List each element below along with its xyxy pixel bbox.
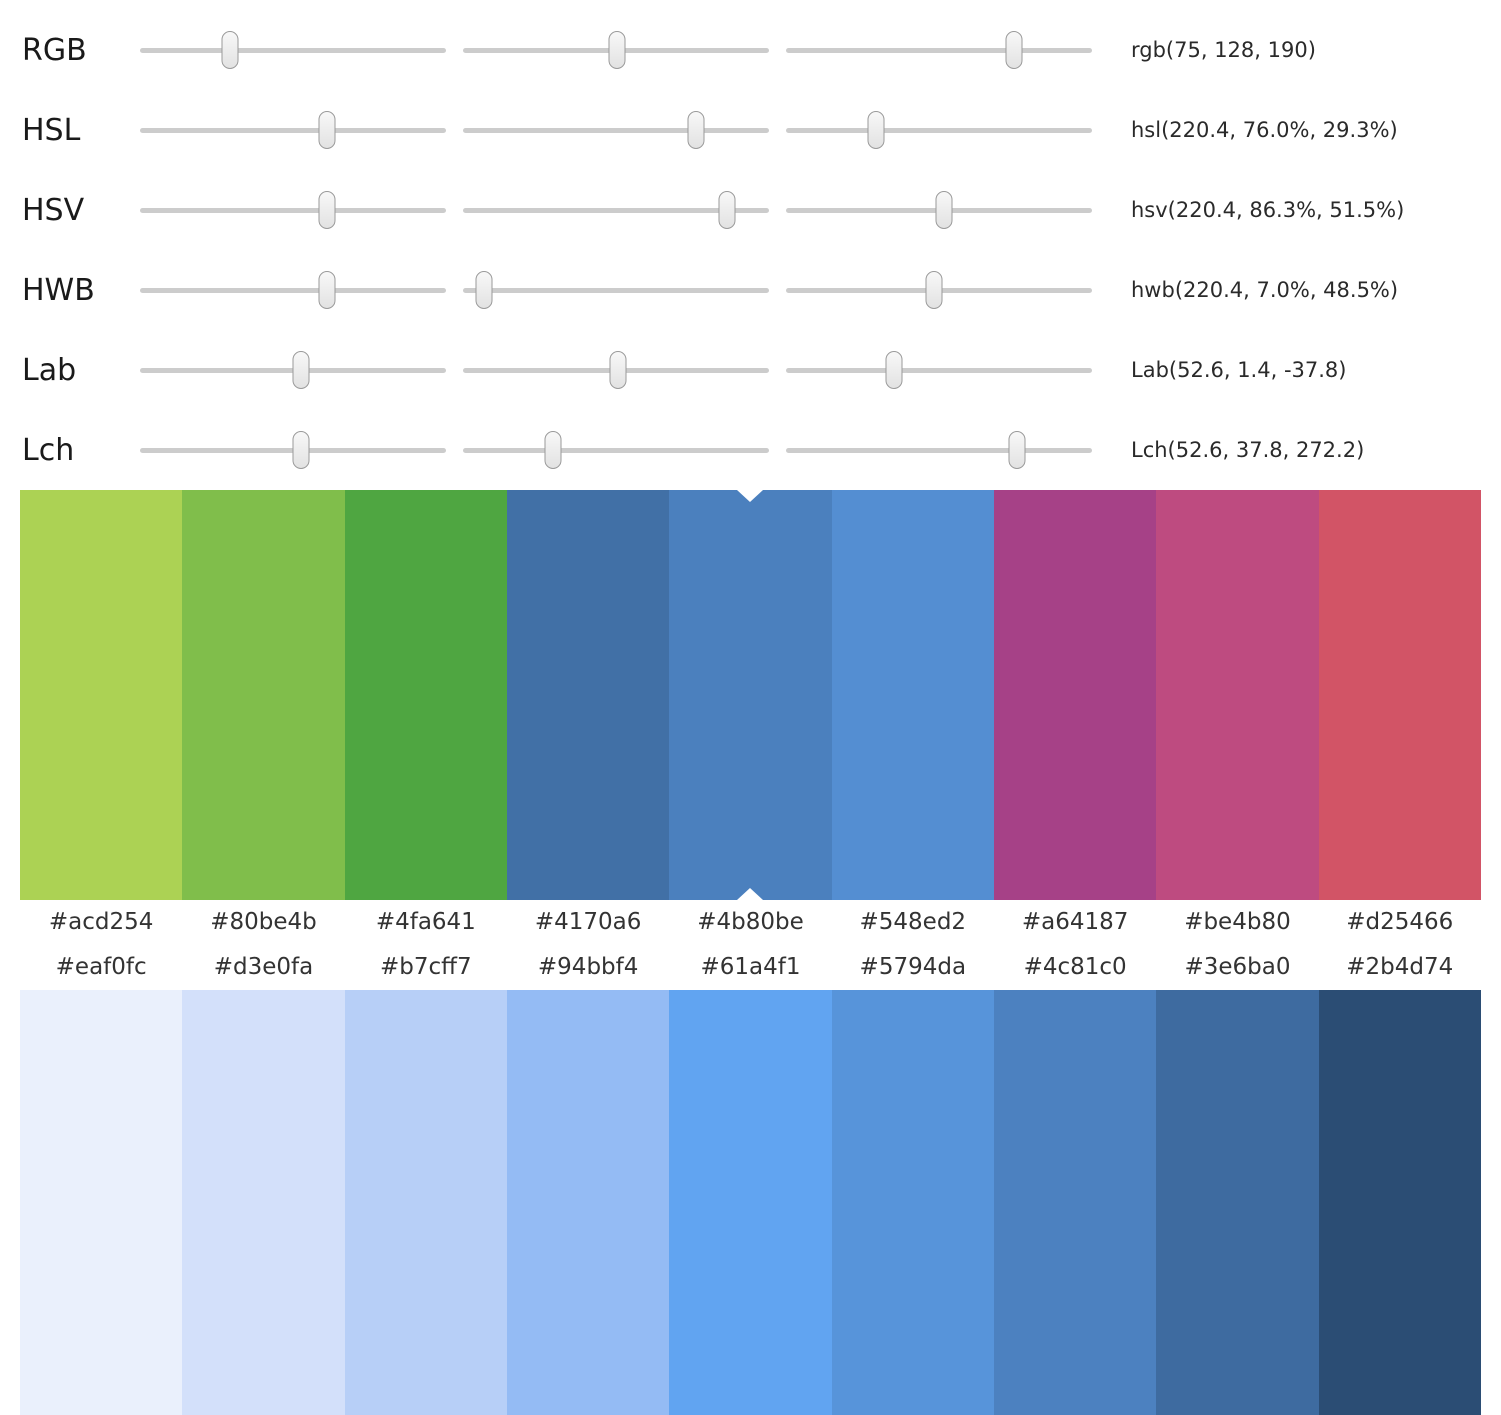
slider-track-hsl-1[interactable]	[140, 111, 446, 149]
hue-swatch-5[interactable]	[831, 490, 994, 900]
slider-handle-rgb-3[interactable]	[1005, 31, 1023, 69]
slider-handle-lch-1[interactable]	[292, 431, 310, 469]
slider-track-hwb-2[interactable]	[463, 271, 769, 309]
slider-handle-lab-1[interactable]	[292, 351, 310, 389]
colorspace-sliders-panel: RGB rgb(75, 128, 190) HSL hsl(220.4, 76.…	[0, 0, 1501, 490]
tone-palette	[20, 990, 1481, 1415]
colorspace-label-rgb: RGB	[22, 32, 87, 68]
slider-handle-hwb-3[interactable]	[925, 271, 943, 309]
color-value-rgb: rgb(75, 128, 190)	[1131, 38, 1316, 62]
hue-hex-label-7: #be4b80	[1184, 909, 1291, 935]
hue-hex-label-8: #d25466	[1346, 909, 1454, 935]
slider-handle-lab-2[interactable]	[609, 351, 627, 389]
slider-handle-hwb-2[interactable]	[475, 271, 493, 309]
slider-track-lch-3[interactable]	[786, 431, 1092, 469]
slider-handle-hsl-2[interactable]	[687, 111, 705, 149]
hue-swatch-7[interactable]	[1156, 490, 1319, 900]
tone-palette-labels: #eaf0fc #d3e0fa #b7cff7 #94bbf4 #61a4f1 …	[20, 945, 1481, 990]
hue-hex-label-3: #4170a6	[534, 909, 642, 935]
slider-handle-hsv-1[interactable]	[318, 191, 336, 229]
colorspace-label-lch: Lch	[22, 432, 75, 468]
slider-handle-hsv-3[interactable]	[935, 191, 953, 229]
slider-handle-hsl-1[interactable]	[318, 111, 336, 149]
slider-track-lch-1[interactable]	[140, 431, 446, 469]
slider-track-hwb-1[interactable]	[140, 271, 446, 309]
hue-swatch-6[interactable]	[993, 490, 1157, 900]
tone-hex-label-3: #94bbf4	[537, 954, 639, 980]
hue-swatch-8[interactable]	[1318, 490, 1481, 900]
tone-swatch-1[interactable]	[182, 990, 345, 1415]
selection-notch-top-icon	[737, 490, 764, 502]
slider-track-hsv-2[interactable]	[463, 191, 769, 229]
slider-handle-lch-3[interactable]	[1008, 431, 1026, 469]
tone-hex-label-4: #61a4f1	[700, 954, 801, 980]
hue-hex-label-1: #80be4b	[210, 909, 317, 935]
hue-hex-label-2: #4fa641	[375, 909, 476, 935]
selection-notch-bottom-icon	[737, 888, 764, 900]
tone-hex-label-1: #d3e0fa	[213, 954, 314, 980]
slider-handle-hwb-1[interactable]	[318, 271, 336, 309]
slider-track-lab-2[interactable]	[463, 351, 769, 389]
slider-track-lab-1[interactable]	[140, 351, 446, 389]
slider-row-lab: Lab Lab(52.6, 1.4, -37.8)	[0, 330, 1501, 410]
slider-track-hwb-3[interactable]	[786, 271, 1092, 309]
colorspace-label-hwb: HWB	[22, 272, 95, 308]
hue-swatch-2[interactable]	[344, 490, 507, 900]
hue-hex-label-6: #a64187	[1021, 909, 1129, 935]
slider-track-lch-2[interactable]	[463, 431, 769, 469]
slider-track-hsv-1[interactable]	[140, 191, 446, 229]
slider-track-rgb-2[interactable]	[463, 31, 769, 69]
slider-row-hsl: HSL hsl(220.4, 76.0%, 29.3%)	[0, 90, 1501, 170]
tone-hex-label-2: #b7cff7	[380, 954, 472, 980]
hue-palette-labels: #acd254 #80be4b #4fa641 #4170a6 #4b80be …	[20, 900, 1481, 945]
tone-swatch-0[interactable]	[20, 990, 183, 1415]
tone-hex-label-7: #3e6ba0	[1184, 954, 1291, 980]
hue-hex-label-4: #4b80be	[697, 909, 804, 935]
color-value-lab: Lab(52.6, 1.4, -37.8)	[1131, 358, 1347, 382]
color-value-lch: Lch(52.6, 37.8, 272.2)	[1131, 438, 1365, 462]
hue-hex-label-5: #548ed2	[859, 909, 967, 935]
hue-palette	[20, 490, 1481, 900]
colorspace-label-hsl: HSL	[22, 112, 81, 148]
slider-track-hsl-3[interactable]	[786, 111, 1092, 149]
slider-handle-rgb-2[interactable]	[608, 31, 626, 69]
slider-track-rgb-3[interactable]	[786, 31, 1092, 69]
color-value-hsl: hsl(220.4, 76.0%, 29.3%)	[1131, 118, 1398, 142]
tone-swatch-7[interactable]	[1156, 990, 1319, 1415]
tone-hex-label-6: #4c81c0	[1023, 954, 1127, 980]
hue-swatch-0[interactable]	[20, 490, 183, 900]
hue-swatch-1[interactable]	[182, 490, 345, 900]
slider-row-hwb: HWB hwb(220.4, 7.0%, 48.5%)	[0, 250, 1501, 330]
hue-swatch-3[interactable]	[506, 490, 670, 900]
slider-track-hsl-2[interactable]	[463, 111, 769, 149]
colorspace-label-lab: Lab	[22, 352, 77, 388]
tone-swatch-3[interactable]	[506, 990, 670, 1415]
slider-track-hsv-3[interactable]	[786, 191, 1092, 229]
slider-handle-rgb-1[interactable]	[221, 31, 239, 69]
slider-handle-hsv-2[interactable]	[718, 191, 736, 229]
color-value-hwb: hwb(220.4, 7.0%, 48.5%)	[1131, 278, 1399, 302]
slider-handle-lch-2[interactable]	[544, 431, 562, 469]
slider-row-rgb: RGB rgb(75, 128, 190)	[0, 10, 1501, 90]
slider-handle-hsl-3[interactable]	[867, 111, 885, 149]
tone-swatch-6[interactable]	[993, 990, 1157, 1415]
tone-swatch-8[interactable]	[1318, 990, 1481, 1415]
color-value-hsv: hsv(220.4, 86.3%, 51.5%)	[1131, 198, 1405, 222]
slider-track-lab-3[interactable]	[786, 351, 1092, 389]
colorspace-label-hsv: HSV	[22, 192, 85, 228]
hue-hex-label-0: #acd254	[48, 909, 154, 935]
tone-swatch-5[interactable]	[831, 990, 994, 1415]
tone-hex-label-5: #5794da	[859, 954, 967, 980]
tone-hex-label-8: #2b4d74	[1346, 954, 1454, 980]
tone-swatch-4[interactable]	[669, 990, 832, 1415]
tone-hex-label-0: #eaf0fc	[55, 954, 147, 980]
slider-row-hsv: HSV hsv(220.4, 86.3%, 51.5%)	[0, 170, 1501, 250]
slider-handle-lab-3[interactable]	[885, 351, 903, 389]
slider-row-lch: Lch Lch(52.6, 37.8, 272.2)	[0, 410, 1501, 490]
tone-swatch-2[interactable]	[344, 990, 507, 1415]
hue-swatch-4-selected[interactable]	[669, 490, 832, 900]
slider-track-rgb-1[interactable]	[140, 31, 446, 69]
